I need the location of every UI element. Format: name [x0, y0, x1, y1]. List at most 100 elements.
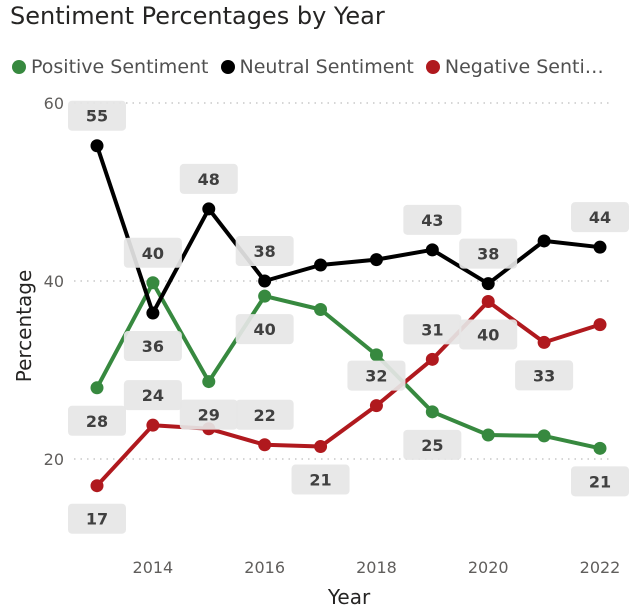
data-label-box	[68, 503, 126, 534]
data-label-text: 38	[477, 245, 499, 264]
data-label: 33	[515, 360, 574, 391]
data-label: 38	[459, 238, 518, 269]
data-label-box	[515, 360, 574, 391]
data-label-text: 17	[86, 510, 108, 529]
data-labels: 28 40 29 40 25 21 55 36 48 38 43 38 44 17 24 22 21 32 31 40…	[68, 100, 629, 534]
data-label-box	[123, 380, 182, 411]
data-label-text: 40	[254, 320, 276, 339]
point-neutral-2014[interactable]	[146, 306, 160, 320]
point-neutral-2015[interactable]	[202, 202, 216, 216]
point-positive-2022[interactable]	[593, 441, 607, 455]
data-label: 40	[459, 319, 518, 350]
point-positive-2014[interactable]	[146, 276, 160, 290]
data-label-text: 24	[142, 386, 164, 405]
legend-item-negative[interactable]: Negative Sentim...	[425, 56, 612, 78]
data-label: 31	[403, 314, 462, 345]
y-tick-label: 40	[44, 272, 64, 291]
data-label: 55	[68, 100, 126, 131]
data-label-box	[347, 360, 406, 391]
data-label-text: 36	[142, 337, 164, 356]
data-label-box	[179, 163, 238, 194]
data-label: 21	[291, 464, 350, 495]
data-label-text: 29	[198, 406, 220, 425]
data-label-text: 22	[254, 406, 276, 425]
legend-item-positive[interactable]: Positive Sentiment	[12, 56, 209, 78]
x-tick-label: 2020	[468, 558, 509, 577]
legend-marker-negative	[425, 60, 440, 74]
point-neutral-2017[interactable]	[314, 258, 328, 272]
data-label-box	[459, 319, 518, 350]
data-label-text: 33	[533, 366, 555, 385]
data-label-box	[235, 314, 294, 345]
data-label: 24	[123, 380, 182, 411]
point-neutral-2016[interactable]	[258, 274, 272, 288]
data-label: 21	[571, 466, 629, 497]
data-label-box	[459, 238, 518, 269]
y-tick-label: 60	[44, 94, 64, 113]
point-neutral-2022[interactable]	[593, 240, 607, 254]
data-label-text: 21	[589, 472, 611, 491]
point-negative-2014[interactable]	[146, 418, 160, 432]
data-label-box	[235, 236, 294, 266]
data-label-text: 31	[421, 320, 443, 339]
data-label-box	[235, 399, 294, 430]
point-positive-2017[interactable]	[314, 302, 328, 316]
point-positive-2018[interactable]	[369, 348, 383, 362]
data-label-text: 28	[86, 412, 108, 431]
point-negative-2016[interactable]	[258, 438, 272, 452]
point-negative-2017[interactable]	[314, 440, 328, 454]
data-label: 28	[68, 405, 126, 436]
point-neutral-2021[interactable]	[537, 234, 551, 248]
point-negative-2021[interactable]	[537, 335, 551, 349]
data-label-text: 21	[309, 471, 331, 490]
data-label-text: 40	[142, 244, 164, 263]
x-tick-label: 2022	[580, 558, 621, 577]
data-label-text: 44	[589, 208, 611, 227]
series-lines	[95, 143, 602, 488]
data-label-box	[68, 405, 126, 436]
x-tick-label: 2016	[244, 558, 285, 577]
data-label: 32	[347, 360, 406, 391]
point-neutral-2018[interactable]	[369, 253, 383, 267]
data-label-box	[571, 466, 629, 497]
point-neutral-2013[interactable]	[90, 139, 104, 153]
legend-item-neutral[interactable]: Neutral Sentiment	[220, 56, 414, 78]
point-neutral-2020[interactable]	[481, 277, 495, 291]
data-label-box	[403, 204, 462, 235]
data-label: 40	[235, 314, 294, 345]
y-axis-title: Percentage	[12, 270, 36, 383]
data-label-text: 43	[421, 211, 443, 230]
data-label-box	[403, 429, 462, 460]
data-label-text: 38	[254, 242, 276, 261]
legend-marker-positive	[12, 60, 26, 74]
y-tick-label: 20	[44, 450, 64, 469]
data-label: 38	[235, 236, 294, 266]
data-label: 48	[179, 163, 238, 194]
legend-label-positive: Positive Sentiment	[31, 56, 209, 78]
point-negative-2013[interactable]	[90, 479, 104, 493]
data-label-box	[571, 202, 629, 233]
point-negative-2020[interactable]	[481, 294, 495, 308]
data-label: 22	[235, 399, 294, 430]
data-label-box	[403, 314, 462, 345]
legend-label-neutral: Neutral Sentiment	[239, 56, 414, 78]
data-label-text: 25	[421, 436, 443, 455]
point-positive-2020[interactable]	[481, 428, 495, 442]
point-positive-2019[interactable]	[425, 405, 439, 419]
chart-title: Sentiment Percentages by Year	[10, 2, 385, 30]
point-positive-2015[interactable]	[202, 375, 216, 389]
point-negative-2019[interactable]	[425, 352, 439, 366]
x-tick-label: 2014	[133, 558, 174, 577]
point-positive-2021[interactable]	[537, 429, 551, 443]
data-label: 43	[403, 204, 462, 235]
x-axis: 2014 2016 2018 2020 2022	[133, 558, 621, 577]
point-positive-2016[interactable]	[258, 289, 272, 303]
point-negative-2018[interactable]	[369, 399, 383, 413]
point-negative-2022[interactable]	[593, 318, 607, 332]
data-label-box	[123, 237, 182, 268]
series-line-neutral	[95, 143, 602, 315]
point-positive-2013[interactable]	[90, 381, 104, 395]
data-label: 25	[403, 429, 462, 460]
point-neutral-2019[interactable]	[425, 243, 439, 257]
